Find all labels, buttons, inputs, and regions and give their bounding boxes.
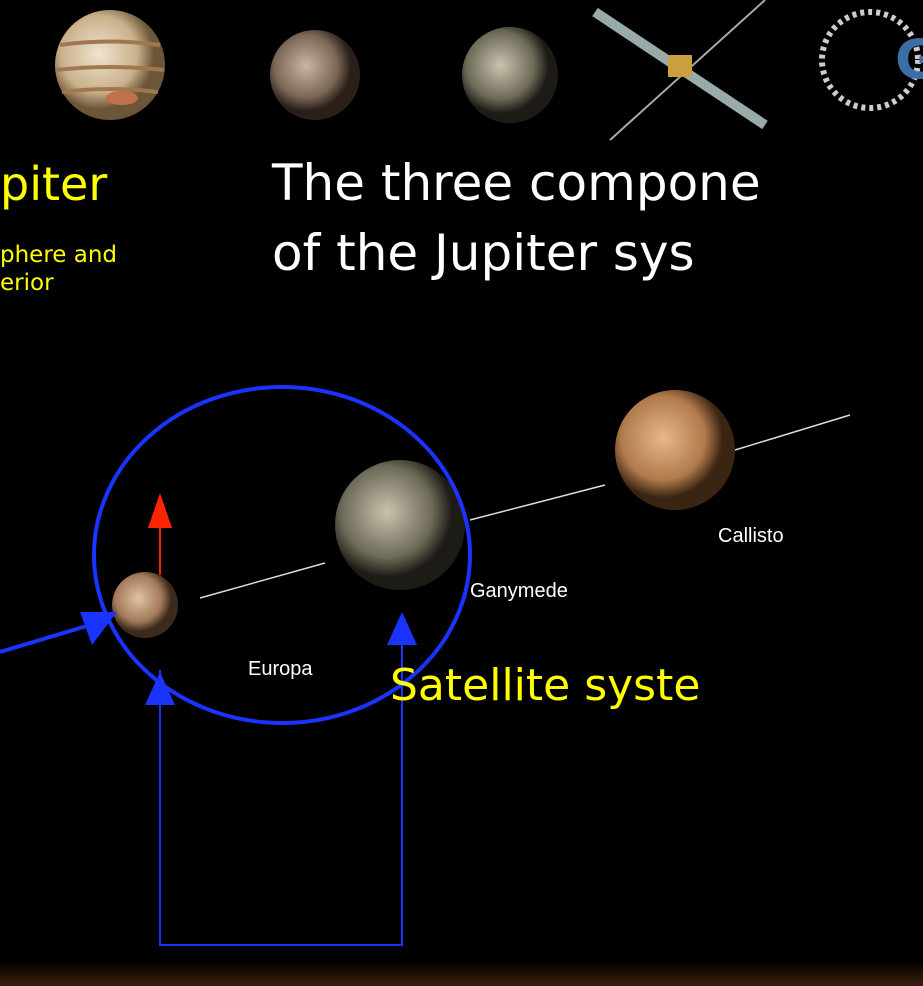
bottom-band <box>0 960 923 986</box>
moon-icon <box>462 27 558 123</box>
blue-arrowhead <box>387 612 417 645</box>
slide-title: The three compone <box>271 154 761 212</box>
jupiter-bands <box>55 39 165 94</box>
moon-label: Ganymede <box>470 580 568 602</box>
caption: Satellite syste <box>390 660 700 711</box>
callisto <box>615 390 735 510</box>
moon-label: Europa <box>248 658 313 680</box>
ganymede <box>335 460 465 590</box>
blue-connector <box>0 623 403 946</box>
orbit-line <box>199 414 851 599</box>
jupiter-subtitle: phere and <box>0 242 117 268</box>
blue-arrowhead <box>145 672 175 705</box>
red-spot <box>106 91 138 105</box>
jupiter-title: piter <box>0 157 107 211</box>
blue-arrowhead <box>80 612 117 645</box>
spacecraft-icon <box>592 0 768 141</box>
logo-icon <box>819 9 921 111</box>
europa <box>112 572 178 638</box>
moon-icon <box>270 30 360 120</box>
moon-label: Callisto <box>718 525 784 547</box>
logo-letter: G <box>895 28 923 91</box>
slide-title: of the Jupiter sys <box>272 224 695 282</box>
jupiter-subtitle: erior <box>0 270 54 296</box>
highlight-ellipse <box>92 385 472 725</box>
red-arrowhead <box>148 493 172 528</box>
